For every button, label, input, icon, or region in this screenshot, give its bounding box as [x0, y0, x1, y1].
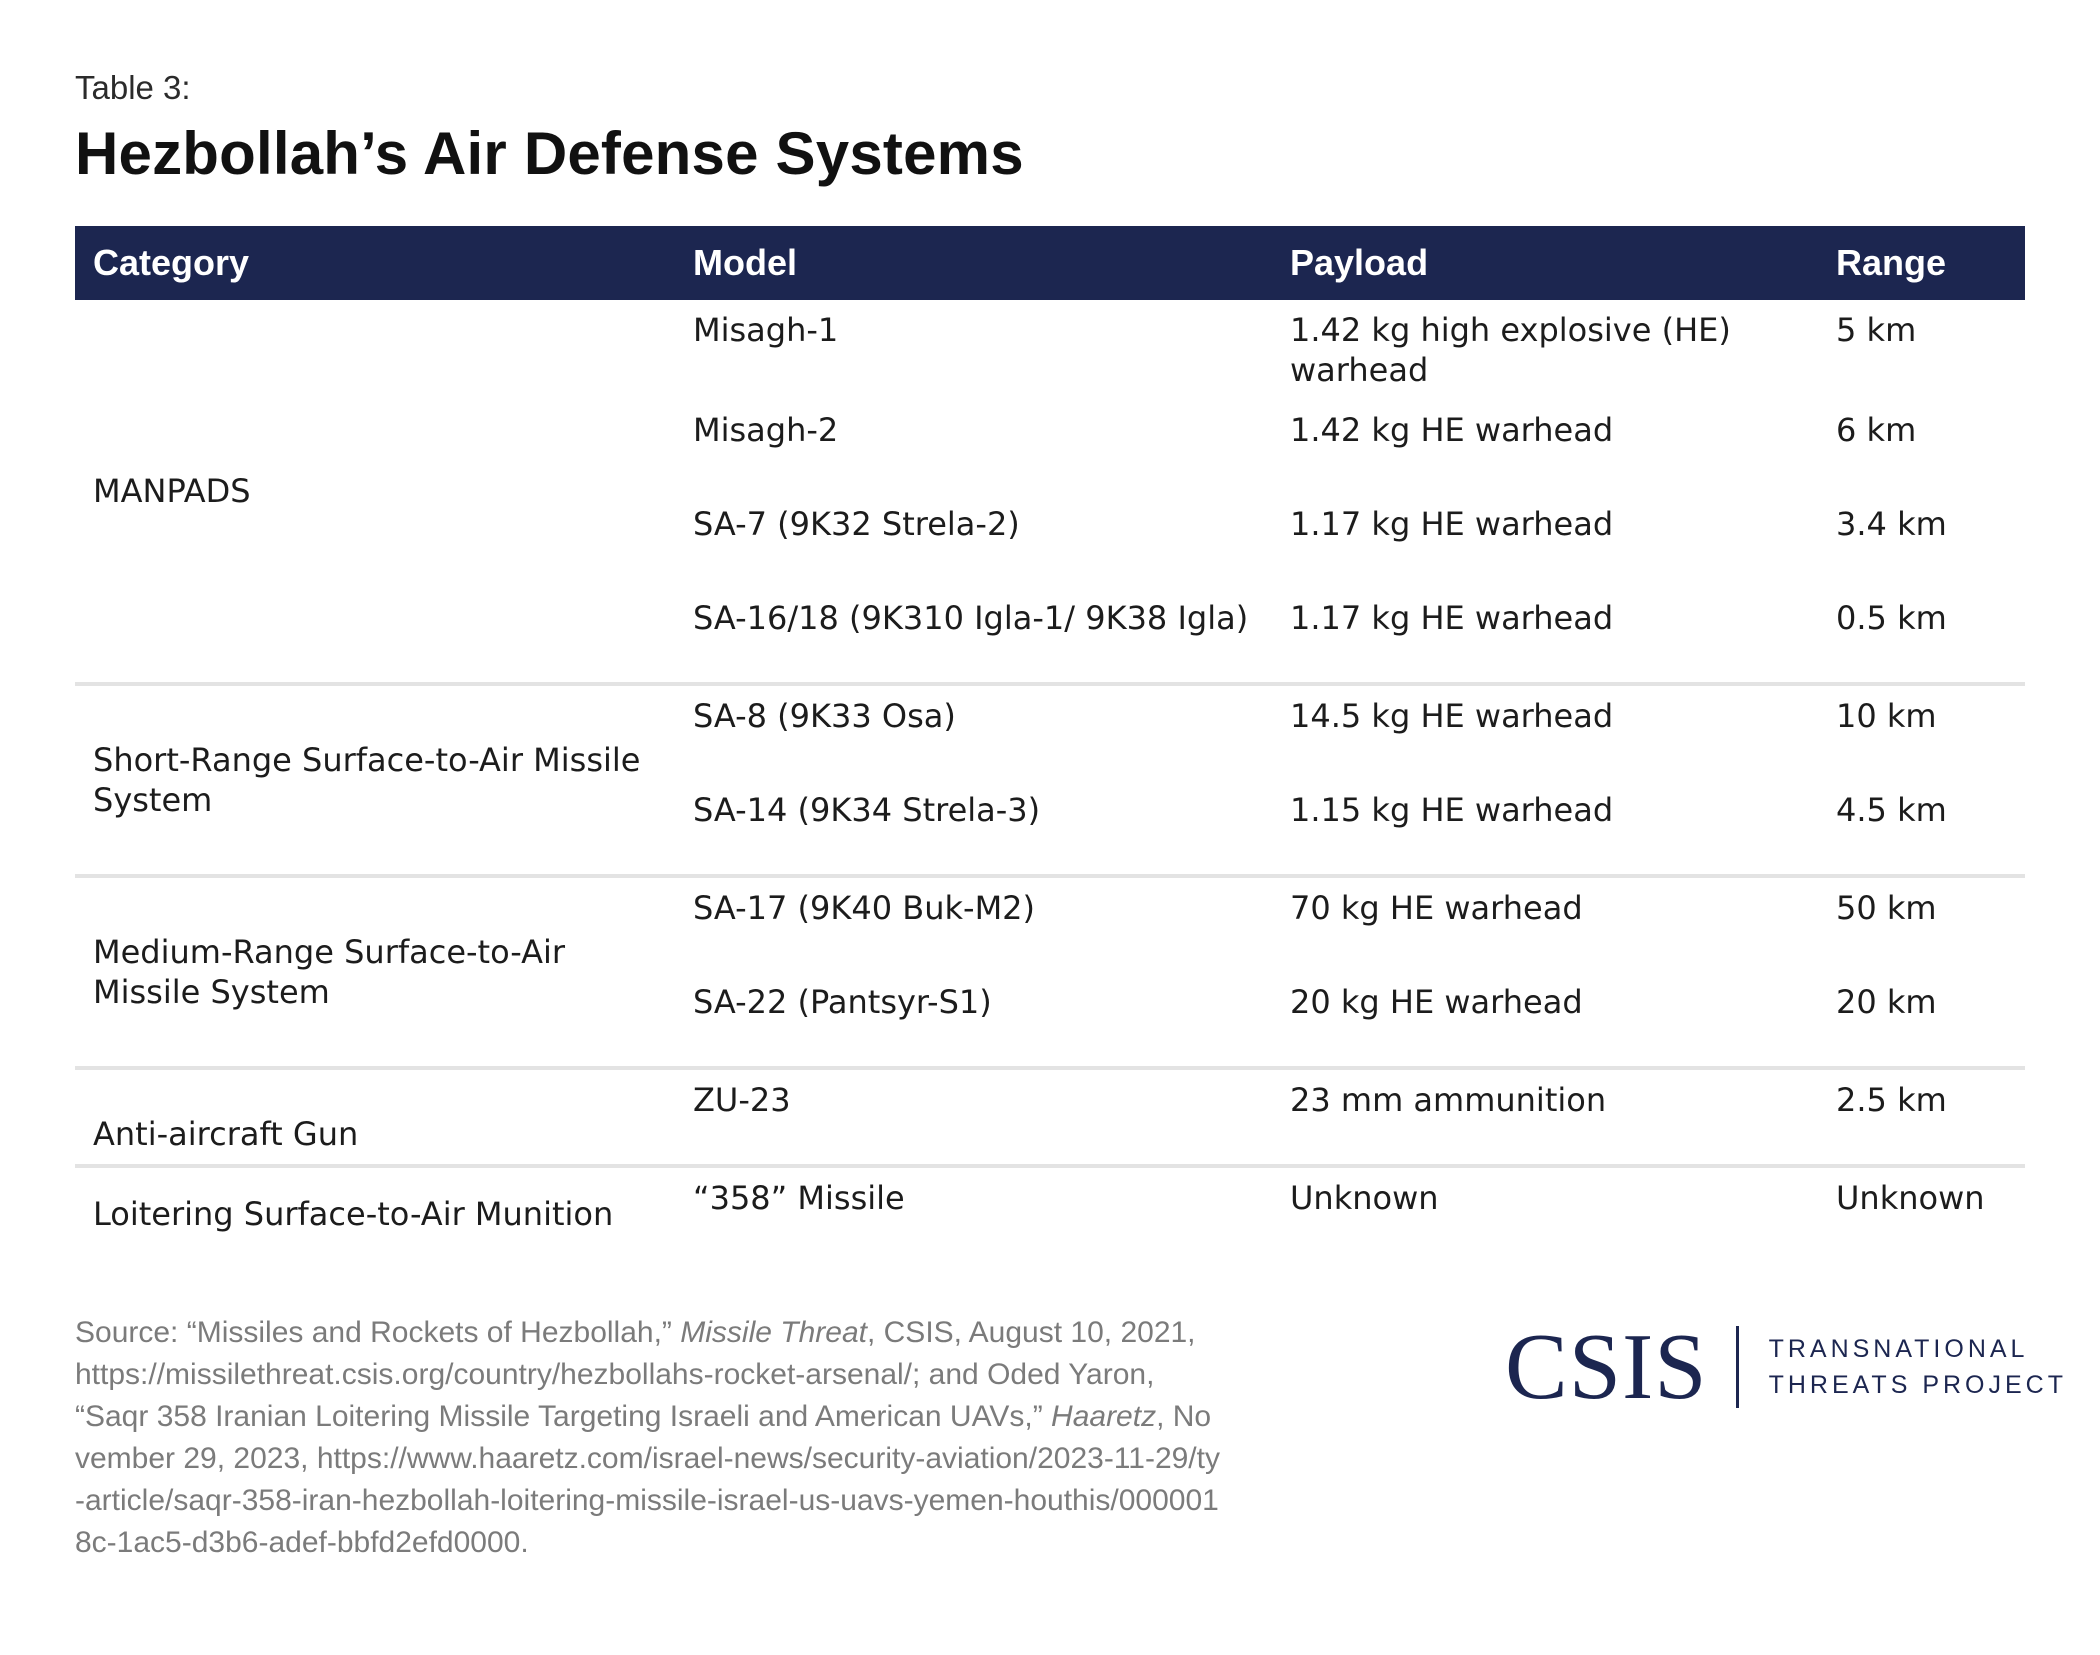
column-header-model: Model [675, 226, 1272, 300]
page-header: Table 3: Hezbollah’s Air Defense Systems [75, 66, 2025, 192]
model-cell: SA-8 (9K33 Osa) [675, 682, 1272, 780]
logo-divider [1735, 1326, 1739, 1408]
payload-cell: 1.42 kg HE warhead [1290, 411, 1614, 449]
payload-cell: 1.17 kg HE warhead [1290, 599, 1614, 637]
range-cell: 6 km [1836, 411, 1917, 449]
table-row: SA-22 (Pantsyr-S1) 20 kg HE warhead 20 k… [75, 972, 2025, 1068]
model-cell: ZU-23 [675, 1066, 1272, 1166]
logo-project-name: TRANSNATIONAL THREATS PROJECT [1769, 1331, 2067, 1403]
air-defense-table: Category Model Payload Range MANPADS Mis… [75, 226, 2025, 1244]
table-row: Misagh-2 1.42 kg HE warhead 6 km [75, 400, 2025, 494]
table-row: SA-14 (9K34 Strela-3) 1.15 kg HE warhead… [75, 780, 2025, 876]
range-cell: 50 km [1818, 874, 2025, 972]
category-cell: Medium-Range Surface-to-Air Missile Syst… [75, 874, 675, 1068]
model-cell: SA-22 (Pantsyr-S1) [693, 983, 992, 1021]
category-cell: Short-Range Surface-to-Air Missile Syste… [75, 682, 675, 876]
model-cell: SA-7 (9K32 Strela-2) [693, 505, 1020, 543]
range-cell: 4.5 km [1836, 791, 1947, 829]
model-cell: Misagh-1 [693, 311, 839, 349]
table-row: SA-7 (9K32 Strela-2) 1.17 kg HE warhead … [75, 494, 2025, 588]
table-row: Medium-Range Surface-to-Air Missile Syst… [75, 874, 2025, 1068]
model-cell: SA-17 (9K40 Buk-M2) [675, 874, 1272, 972]
page-title: Hezbollah’s Air Defense Systems [75, 120, 1024, 187]
payload-cell: 1.15 kg HE warhead [1290, 791, 1614, 829]
range-cell: Unknown [1818, 1164, 2025, 1244]
range-cell: 20 km [1836, 983, 1937, 1021]
table-row: Loitering Surface-to-Air Munition “358” … [75, 1164, 2025, 1244]
category-cell: Loitering Surface-to-Air Munition [75, 1164, 675, 1244]
range-cell: 2.5 km [1818, 1066, 2025, 1166]
table-row: MANPADS Misagh-1 1.42 kg high explosive … [75, 300, 2025, 510]
model-cell: “358” Missile [675, 1164, 1272, 1244]
category-cell: MANPADS [93, 472, 251, 510]
source-note: Source: “Missiles and Rockets of Hezboll… [75, 1312, 1225, 1564]
model-cell: Misagh-2 [693, 411, 839, 449]
csis-logo: CSIS TRANSNATIONAL THREATS PROJECT [1505, 1315, 2067, 1419]
table-header-row: Category Model Payload Range [75, 226, 2025, 300]
column-header-category: Category [75, 226, 675, 300]
range-cell: 5 km [1836, 311, 1917, 349]
source-prefix: Source: “Missiles and Rockets of Hezboll… [75, 1316, 681, 1349]
table-row: Short-Range Surface-to-Air Missile Syste… [75, 682, 2025, 876]
range-cell: 3.4 km [1836, 505, 1947, 543]
column-header-range: Range [1818, 226, 2025, 300]
logo-line-1: TRANSNATIONAL [1768, 1335, 2029, 1363]
table-row: SA-16/18 (9K310 Igla-1/ 9K38 Igla) 1.17 … [75, 588, 2025, 684]
payload-cell: 70 kg HE warhead [1272, 874, 1818, 972]
payload-cell: 14.5 kg HE warhead [1272, 682, 1818, 780]
column-header-payload: Payload [1272, 226, 1818, 300]
payload-cell: 1.42 kg high explosive (HE) warhead [1290, 311, 1731, 389]
source-suffix: , November 29, 2023, https://www.haaretz… [75, 1400, 1220, 1559]
payload-cell: 1.17 kg HE warhead [1290, 505, 1614, 543]
logo-wordmark: CSIS [1505, 1315, 1708, 1419]
payload-cell: Unknown [1272, 1164, 1818, 1244]
source-publication-2: Haaretz [1051, 1400, 1157, 1433]
logo-line-2: THREATS PROJECT [1768, 1371, 2068, 1399]
model-cell: SA-14 (9K34 Strela-3) [693, 791, 1041, 829]
model-cell: SA-16/18 (9K310 Igla-1/ 9K38 Igla) [693, 599, 1249, 637]
category-cell: Anti-aircraft Gun [75, 1066, 675, 1166]
source-middle: , CSIS, August 10, 2021, https://missile… [75, 1316, 1196, 1433]
table-row: Anti-aircraft Gun ZU-23 23 mm ammunition… [75, 1066, 2025, 1166]
payload-cell: 23 mm ammunition [1272, 1066, 1818, 1166]
range-cell: 10 km [1818, 682, 2025, 780]
source-publication: Missile Threat [680, 1316, 867, 1349]
table-number: Table 3: [75, 69, 191, 106]
payload-cell: 20 kg HE warhead [1290, 983, 1583, 1021]
range-cell: 0.5 km [1836, 599, 1947, 637]
